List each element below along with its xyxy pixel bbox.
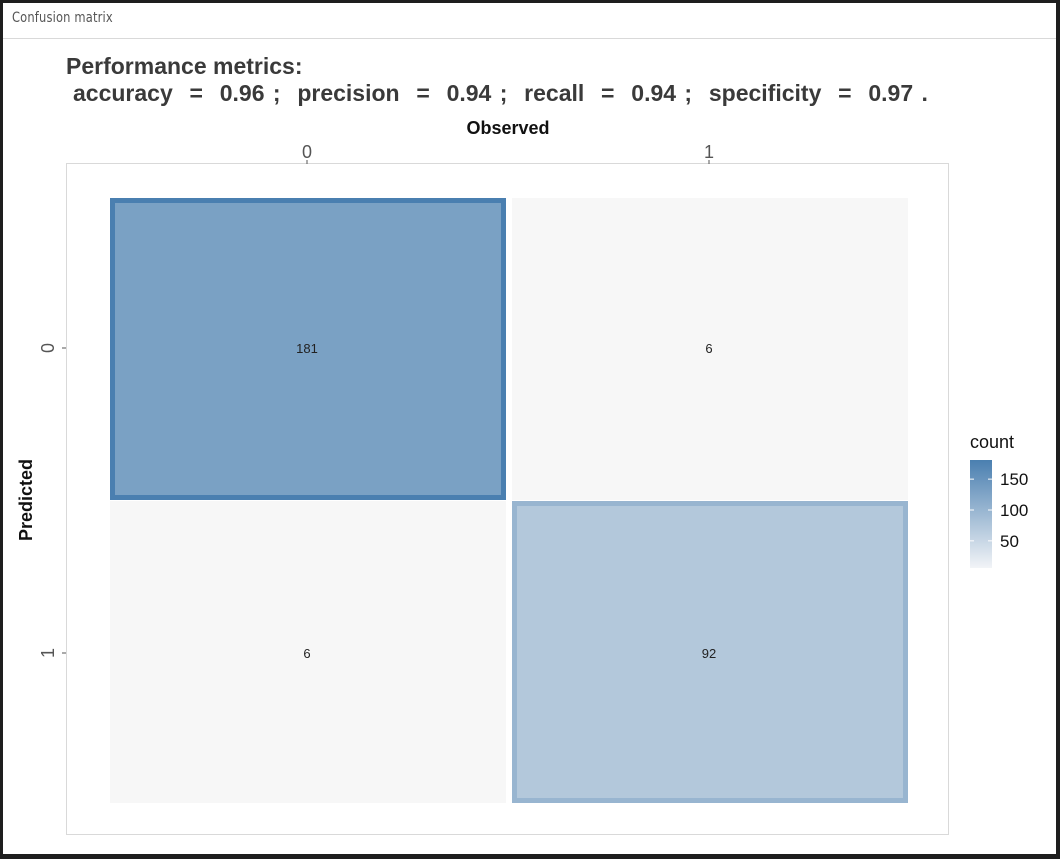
legend-title: count xyxy=(970,432,1014,452)
legend-tick-label-50: 50 xyxy=(1000,532,1019,551)
legend-ticks: 150 100 50 xyxy=(970,470,1028,551)
tile-layer: 181 6 6 92 xyxy=(110,198,908,803)
tile-0-1 xyxy=(512,198,908,500)
panel-header: Confusion matrix xyxy=(3,3,1056,39)
tile-label-0-1: 6 xyxy=(705,341,712,356)
tile-1-0 xyxy=(110,501,506,803)
legend-colorbar xyxy=(970,460,992,568)
y-tick-label-0: 0 xyxy=(38,343,58,353)
y-tick-label-1: 1 xyxy=(38,648,58,658)
legend: count 150 100 50 xyxy=(970,432,1028,568)
tile-label-1-1: 92 xyxy=(702,646,716,661)
x-axis-title: Observed xyxy=(466,118,549,138)
x-tick-label-0: 0 xyxy=(302,142,312,162)
legend-tick-label-150: 150 xyxy=(1000,470,1028,489)
metrics-values: accuracy = 0.96 ; precision = 0.94 ; rec… xyxy=(73,80,928,106)
x-tick-label-1: 1 xyxy=(704,142,714,162)
confusion-matrix-chart: 181 6 6 92 0 1 0 1 Observed Predicted count 15… xyxy=(16,118,1028,835)
tile-1-1 xyxy=(512,501,908,803)
legend-tick-label-100: 100 xyxy=(1000,501,1028,520)
tile-label-0-0: 181 xyxy=(296,341,318,356)
tile-label-1-0: 6 xyxy=(303,646,310,661)
metrics-heading: Performance metrics: xyxy=(66,53,303,79)
y-axis-title: Predicted xyxy=(16,459,36,541)
chart-panel: Confusion matrix Performance metrics: ac… xyxy=(3,3,1056,854)
axis-ticks: 0 1 0 1 xyxy=(38,142,714,658)
panel-title: Confusion matrix xyxy=(12,10,113,26)
tile-0-0 xyxy=(110,198,506,500)
